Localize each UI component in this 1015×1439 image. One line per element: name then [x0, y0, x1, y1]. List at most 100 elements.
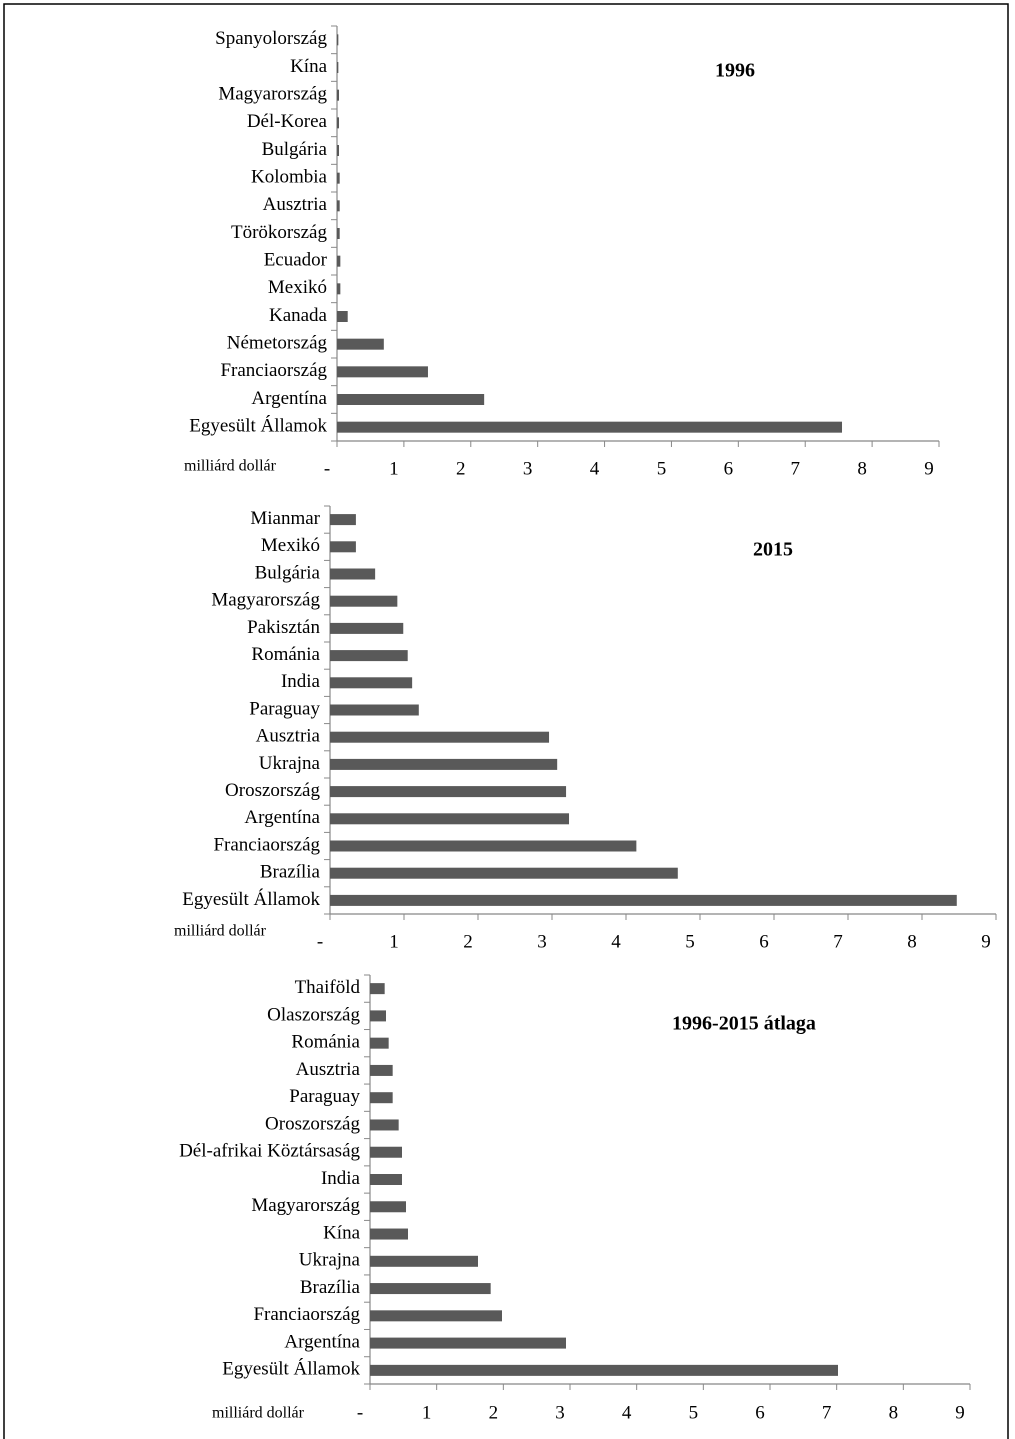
y-tick-label: Bulgária — [262, 139, 328, 160]
y-tick-label: Kolombia — [251, 167, 328, 188]
bar — [330, 650, 408, 662]
y-tick-label: Argentína — [251, 388, 327, 409]
bar — [370, 1228, 408, 1240]
x-tick-label: 3 — [523, 458, 533, 479]
y-tick-label: Ausztria — [256, 726, 321, 747]
y-tick-label: Magyarország — [218, 84, 327, 105]
y-tick-label: Brazília — [300, 1277, 361, 1298]
y-tick-label: Ecuador — [264, 250, 328, 271]
x-tick-label: 2 — [456, 458, 466, 479]
y-tick-label: Dél-afrikai Köztársaság — [179, 1141, 360, 1162]
y-tick-label: Franciaország — [253, 1304, 360, 1325]
bar — [337, 283, 341, 295]
y-tick-label: Dél-Korea — [247, 111, 328, 132]
bar — [370, 1255, 478, 1267]
y-tick-label: Argentína — [244, 807, 320, 828]
bar — [370, 1037, 389, 1049]
bar — [337, 145, 340, 156]
bar — [370, 1364, 838, 1376]
bar — [330, 541, 356, 553]
y-tick-label: Oroszország — [225, 780, 320, 801]
y-tick-label: Ausztria — [296, 1059, 361, 1080]
bar — [330, 813, 570, 825]
y-tick-label: Ukrajna — [299, 1250, 361, 1271]
x-tick-label: 8 — [907, 931, 917, 952]
x-tick-label: 4 — [611, 931, 621, 952]
x-tick-label: 6 — [724, 458, 734, 479]
bar — [370, 1119, 399, 1131]
bar — [337, 228, 340, 239]
bar — [330, 622, 404, 634]
chart-title: 1996 — [715, 60, 755, 82]
y-tick-label: Németország — [227, 333, 328, 354]
x-tick-label: 4 — [622, 1402, 632, 1423]
y-tick-label: Mexikó — [261, 535, 320, 556]
bar — [370, 1146, 402, 1158]
y-tick-label: Ukrajna — [259, 753, 321, 774]
y-tick-label: Magyarország — [251, 1195, 360, 1216]
y-tick-label: India — [321, 1168, 361, 1189]
y-tick-label: India — [281, 671, 321, 692]
x-tick-label: 2 — [489, 1402, 499, 1423]
x-tick-label: 7 — [833, 931, 843, 952]
y-tick-label: Egyesült Államok — [189, 415, 327, 437]
bar — [370, 1337, 566, 1349]
x-tick-label: 1 — [422, 1402, 432, 1423]
bar — [337, 394, 485, 405]
y-tick-label: Franciaország — [220, 360, 327, 381]
chart-title: 1996-2015 átlaga — [672, 1013, 816, 1035]
y-tick-label: Egyesült Államok — [222, 1358, 360, 1380]
x-axis-label: milliárd dollár — [174, 923, 267, 940]
x-tick-label: 4 — [590, 458, 600, 479]
x-tick-label: 6 — [755, 1402, 765, 1423]
x-axis-label: milliárd dollár — [184, 458, 277, 475]
bar — [330, 677, 413, 689]
bar — [370, 1064, 393, 1076]
y-tick-label: Thaiföld — [295, 977, 361, 998]
bar — [337, 34, 339, 46]
bar — [337, 62, 339, 73]
x-tick-label: 9 — [924, 458, 934, 479]
bar — [337, 421, 843, 433]
bar — [330, 840, 637, 852]
y-tick-label: Magyarország — [211, 590, 320, 611]
y-tick-label: Románia — [251, 644, 320, 665]
y-tick-label: Brazília — [260, 862, 321, 883]
bar — [337, 255, 341, 267]
bar — [330, 867, 678, 879]
x-tick-label: 2 — [463, 931, 473, 952]
bar — [330, 704, 419, 716]
bar — [330, 894, 957, 906]
y-tick-label: Egyesült Államok — [182, 888, 320, 910]
bar — [370, 1092, 393, 1104]
bar — [337, 117, 340, 129]
y-tick-label: Oroszország — [265, 1113, 360, 1134]
x-tick-label: 7 — [790, 458, 800, 479]
bar — [337, 366, 428, 378]
y-tick-label: Spanyolország — [215, 28, 327, 49]
bar — [330, 568, 376, 580]
bar — [330, 758, 558, 770]
y-tick-label: Kína — [290, 56, 328, 77]
y-tick-label: Kanada — [269, 305, 328, 326]
bar — [370, 1310, 502, 1322]
bar — [337, 172, 340, 184]
y-tick-label: Törökország — [231, 222, 328, 243]
y-tick-label: Franciaország — [213, 834, 320, 855]
bar — [337, 311, 348, 322]
bar — [370, 1010, 386, 1022]
bar — [330, 595, 398, 607]
y-tick-label: Paraguay — [249, 698, 320, 719]
bar — [370, 1174, 402, 1185]
x-tick-label: 5 — [685, 931, 695, 952]
x-axis-label: milliárd dollár — [212, 1405, 305, 1422]
bar — [330, 786, 567, 798]
x-tick-label: - — [317, 931, 323, 952]
x-tick-label: 9 — [955, 1402, 965, 1423]
y-tick-label: Pakisztán — [247, 617, 320, 638]
y-tick-label: Ausztria — [263, 194, 328, 215]
x-tick-label: - — [324, 458, 330, 479]
x-tick-label: 1 — [389, 931, 399, 952]
y-tick-label: Kína — [323, 1222, 361, 1243]
